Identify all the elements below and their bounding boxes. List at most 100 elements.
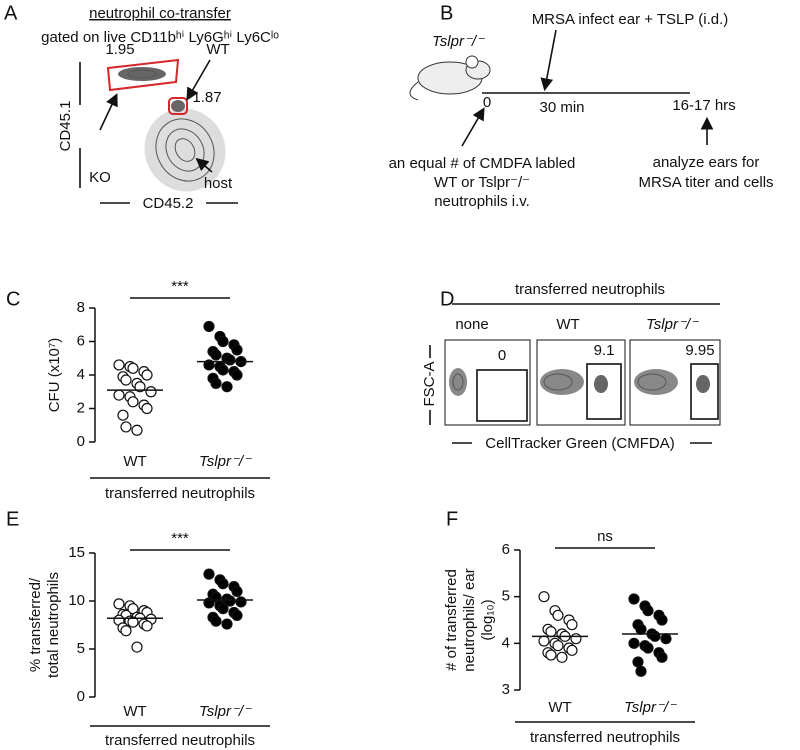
gate-label: 1.87 — [192, 89, 221, 106]
x-tick-label: Tslpr⁻/⁻ — [199, 703, 252, 720]
data-point — [131, 641, 143, 653]
data-point — [538, 591, 550, 603]
data-point — [231, 609, 243, 622]
data-point — [231, 344, 243, 356]
note: neutrophils i.v. — [434, 193, 530, 210]
panel-letter: A — [4, 2, 18, 24]
y-axis-label: CFU (x10⁷) — [46, 338, 63, 413]
y-tick-label: 5 — [77, 640, 85, 657]
data-point — [141, 369, 153, 381]
data-point — [134, 381, 146, 393]
data-point — [141, 620, 153, 632]
data-point — [120, 625, 132, 637]
data-point — [131, 424, 143, 436]
data-point — [642, 642, 654, 654]
y-axis-label: # of transferred — [443, 569, 460, 671]
y-tick-label: 4 — [502, 634, 510, 651]
y-axis-label: neutrophils/ ear — [461, 568, 478, 671]
data-point — [552, 609, 564, 621]
axis-label: CD45.1 — [57, 101, 74, 152]
data-point — [570, 633, 582, 645]
panel-letter: B — [440, 2, 453, 24]
mouse-icon — [409, 55, 491, 101]
x-tick-label: WT — [123, 453, 146, 470]
data-point — [556, 651, 568, 663]
gating-text: gated on live CD11bʰⁱ Ly6Gʰⁱ Ly6Cˡᵒ — [41, 29, 279, 46]
panel-letter: C — [6, 288, 20, 310]
group-label: transferred neutrophils — [105, 485, 255, 502]
data-point — [649, 630, 661, 642]
significance: *** — [171, 530, 189, 547]
data-point — [127, 616, 139, 628]
data-point — [210, 349, 222, 361]
data-point — [538, 635, 550, 647]
data-point — [656, 651, 668, 663]
data-point — [235, 596, 247, 608]
data-point — [660, 633, 672, 645]
time-label: 0 — [483, 94, 491, 111]
axis-label: CD45.2 — [143, 195, 194, 212]
data-point — [628, 593, 640, 605]
data-point — [210, 615, 222, 627]
data-point — [217, 578, 229, 590]
data-point — [141, 402, 153, 415]
data-point — [203, 568, 215, 580]
y-tick-label: 2 — [77, 399, 85, 416]
panel-letter: F — [446, 508, 458, 530]
data-point — [221, 381, 233, 393]
group-label: transferred neutrophils — [515, 281, 665, 298]
data-point — [145, 386, 157, 398]
gate-value: 9.95 — [685, 342, 714, 359]
data-point — [642, 605, 654, 617]
flow-plots — [444, 339, 721, 426]
x-tick-label: Tslpr⁻/⁻ — [624, 699, 677, 716]
data-point — [203, 320, 215, 333]
data-point — [203, 359, 215, 371]
data-point — [120, 421, 132, 433]
y-tick-label: 15 — [68, 544, 85, 561]
gate-label: host — [204, 175, 233, 192]
gate-label: WT — [206, 41, 229, 58]
data-point — [566, 619, 578, 631]
note: analyze ears for — [653, 154, 760, 171]
y-tick-label: 0 — [77, 688, 85, 705]
group-label: transferred neutrophils — [530, 729, 680, 746]
x-tick-label: Tslpr⁻/⁻ — [199, 453, 252, 470]
data-point — [210, 377, 222, 389]
note: MRSA titer and cells — [638, 174, 773, 191]
data-point — [113, 598, 125, 610]
y-tick-label: 6 — [502, 541, 510, 558]
data-point — [127, 396, 139, 408]
column-label: WT — [556, 316, 579, 333]
x-tick-label: WT — [548, 699, 571, 716]
data-point — [224, 595, 236, 607]
gate-value: 9.1 — [594, 342, 615, 359]
note: an equal # of CMDFA labled — [389, 155, 576, 172]
y-tick-label: 3 — [502, 681, 510, 698]
data-point — [217, 335, 229, 348]
panel-title: neutrophil co-transfer — [89, 5, 231, 22]
time-label: 30 min — [539, 99, 584, 116]
axis-label: FSC-A — [421, 362, 438, 407]
gate-label: 1.95 — [105, 41, 134, 58]
data-point — [217, 364, 229, 376]
axis-label: CellTracker Green (CMFDA) — [485, 435, 674, 452]
data-point — [120, 374, 132, 386]
data-point — [224, 354, 236, 366]
group-label: transferred neutrophils — [105, 732, 255, 749]
significance: ns — [597, 528, 613, 545]
mouse-label: Tslpr⁻/⁻ — [432, 33, 485, 50]
y-tick-label: 8 — [77, 299, 85, 316]
y-axis-label: total neutrophils — [45, 572, 62, 678]
significance: *** — [171, 278, 189, 295]
y-tick-label: 4 — [77, 366, 85, 383]
y-tick-label: 5 — [502, 588, 510, 605]
panel-b: B Tslpr⁻/⁻ MRSA infect ear + TSLP (i.d.)… — [389, 2, 774, 210]
data-point — [113, 359, 125, 371]
panel-letter: D — [440, 288, 454, 310]
y-axis-label: (log₁₀) — [479, 599, 496, 640]
data-point — [231, 369, 243, 381]
note: WT or Tslpr⁻/⁻ — [434, 174, 530, 191]
data-point — [113, 389, 125, 401]
